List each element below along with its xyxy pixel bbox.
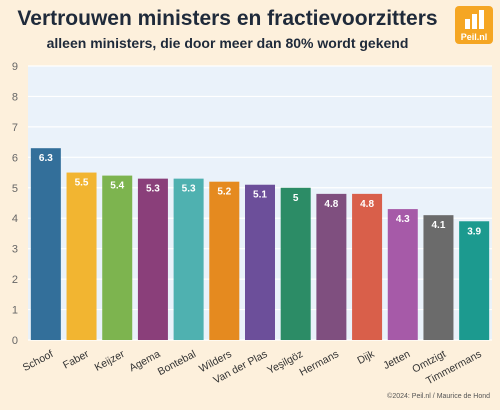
chart-subtitle: alleen ministers, die door meer dan 80% … bbox=[46, 35, 409, 51]
bar bbox=[459, 221, 490, 340]
y-tick-label: 9 bbox=[12, 61, 18, 73]
chart-title: Vertrouwen ministers en fractievoorzitte… bbox=[17, 7, 438, 30]
y-tick-label: 2 bbox=[12, 274, 18, 286]
y-tick-label: 8 bbox=[12, 91, 18, 103]
data-label: 4.8 bbox=[324, 199, 338, 210]
x-tick-label: Hermans bbox=[298, 348, 341, 379]
y-tick-label: 7 bbox=[12, 122, 18, 134]
bar bbox=[352, 193, 383, 340]
x-tick-label: Keijzer bbox=[93, 348, 127, 374]
y-tick-label: 6 bbox=[12, 152, 18, 164]
logo: Peil.nl bbox=[455, 6, 493, 44]
data-label: 5.3 bbox=[182, 184, 196, 195]
data-label: 5.4 bbox=[110, 181, 124, 192]
data-label: 5.2 bbox=[217, 187, 231, 198]
y-tick-label: 3 bbox=[12, 244, 18, 256]
logo-text: Peil.nl bbox=[460, 32, 488, 42]
bar bbox=[316, 193, 347, 340]
data-label: 4.8 bbox=[360, 199, 374, 210]
x-tick-label: Dijk bbox=[355, 348, 377, 367]
y-tick-label: 1 bbox=[12, 305, 18, 317]
bar bbox=[209, 181, 240, 340]
y-tick-label: 4 bbox=[12, 213, 18, 225]
x-tick-label: Schoof bbox=[21, 348, 56, 374]
y-tick-label: 5 bbox=[12, 183, 18, 195]
x-tick-label: Faber bbox=[61, 348, 91, 372]
bar bbox=[102, 175, 133, 340]
data-label: 6.3 bbox=[39, 153, 53, 164]
x-tick-label: Jetten bbox=[381, 348, 412, 372]
data-label: 5.3 bbox=[146, 184, 160, 195]
bar bbox=[66, 172, 97, 340]
data-label: 5 bbox=[293, 193, 299, 204]
y-tick-label: 0 bbox=[12, 335, 18, 347]
data-label: 4.3 bbox=[396, 214, 410, 225]
data-label: 5.5 bbox=[75, 178, 89, 189]
bar bbox=[423, 215, 454, 340]
bar bbox=[245, 184, 275, 340]
logo-bars-icon bbox=[465, 10, 484, 29]
data-label: 5.1 bbox=[253, 190, 267, 201]
credit-text: ©2024: Peil.nl / Maurice de Hond bbox=[387, 393, 490, 400]
bar bbox=[173, 178, 204, 340]
data-label: 4.1 bbox=[432, 220, 446, 231]
bar bbox=[137, 178, 168, 340]
data-label: 3.9 bbox=[467, 226, 481, 237]
bar bbox=[387, 209, 418, 340]
bar bbox=[30, 148, 61, 340]
bar bbox=[280, 187, 311, 340]
x-tick-label: Bontebal bbox=[156, 348, 198, 378]
